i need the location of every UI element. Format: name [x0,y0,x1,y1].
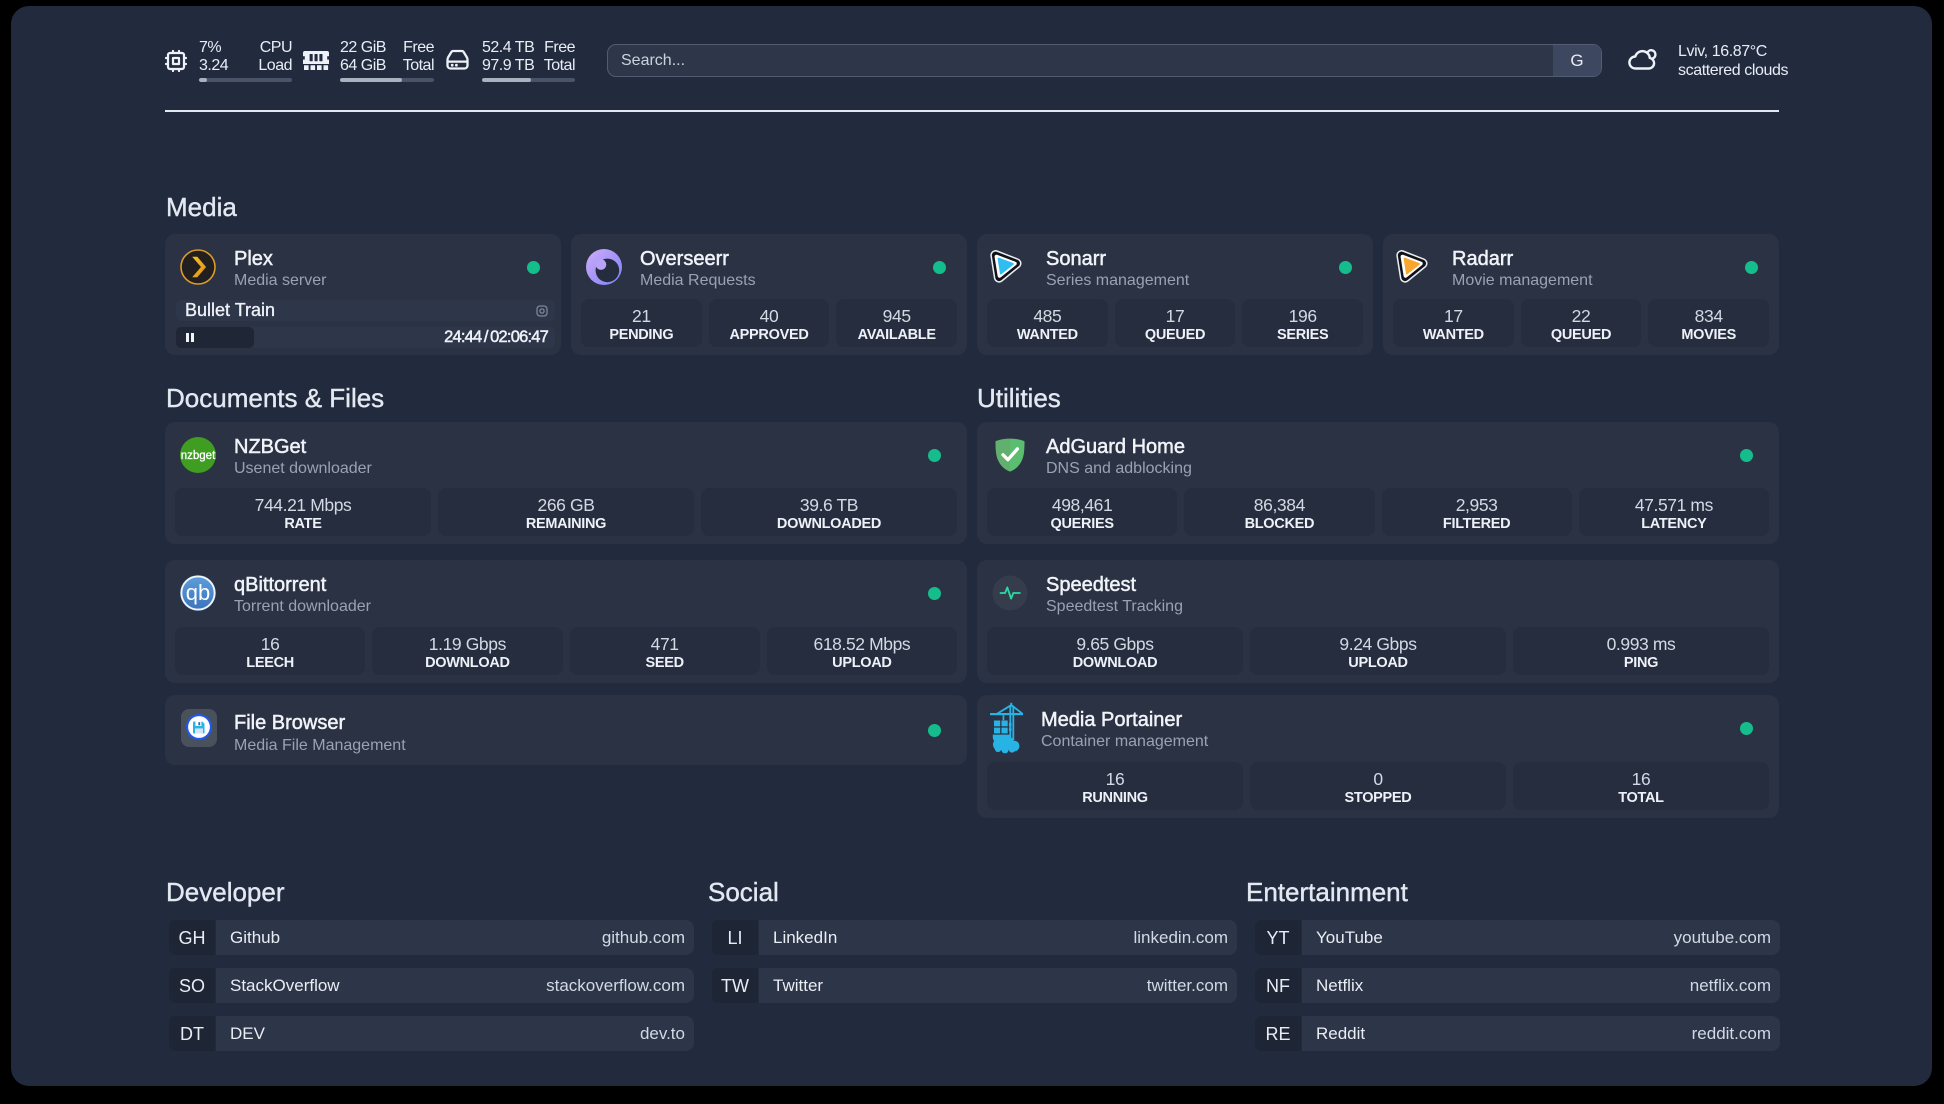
svg-text:nzbget: nzbget [181,450,216,462]
svg-text:qb: qb [186,580,210,605]
